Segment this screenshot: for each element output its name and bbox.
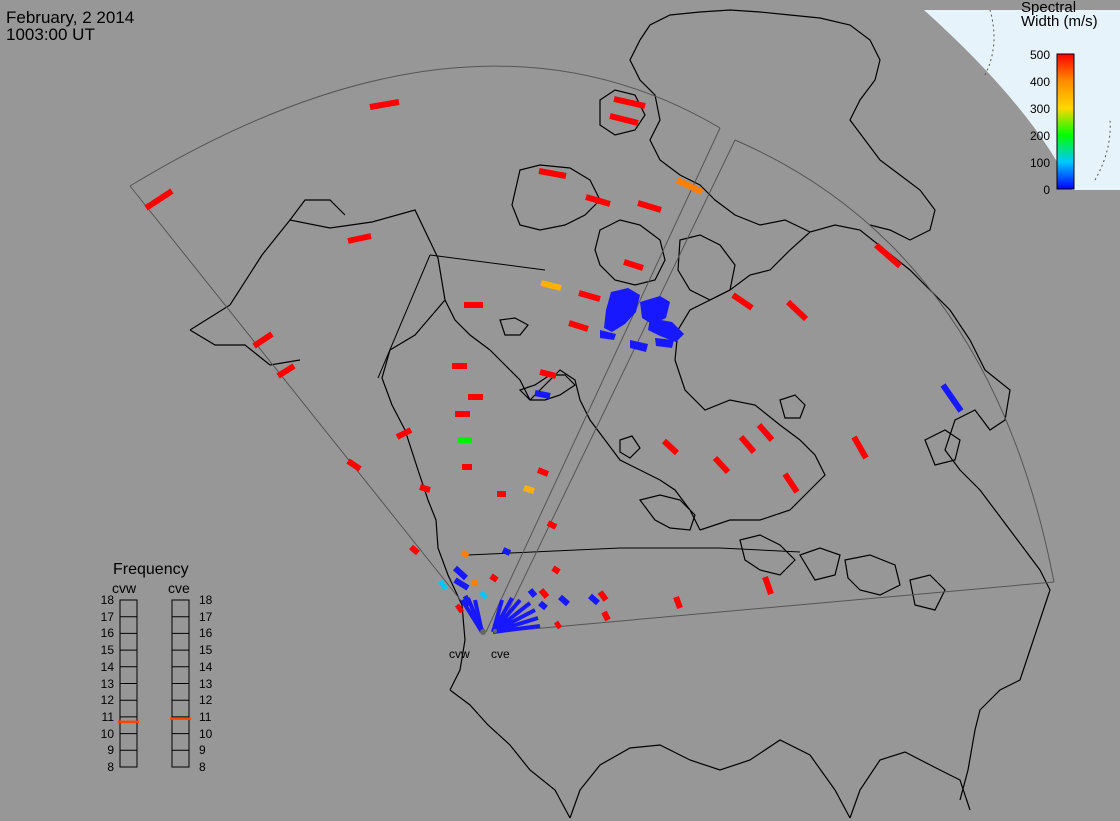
terminator-arc-2 xyxy=(1094,119,1111,181)
terminator-arc xyxy=(984,9,995,76)
frequency-tick-label-left: 8 xyxy=(107,760,114,774)
colorbar-tick-label: 100 xyxy=(1029,156,1050,170)
frequency-tick-label-right: 18 xyxy=(199,593,213,607)
frequency-tick-label-right: 9 xyxy=(199,743,206,758)
frequency-radar-cvw: cvw xyxy=(112,580,137,596)
frequency-tick-label-left: 12 xyxy=(100,693,114,708)
frequency-tick-label-right: 16 xyxy=(199,626,213,641)
frequency-tick-label-right: 13 xyxy=(199,676,213,691)
echo-cells xyxy=(144,96,964,630)
frequency-tick-label-right: 17 xyxy=(199,609,213,624)
colorbar-title: Spectral xyxy=(1021,0,1077,16)
strong-echo-region xyxy=(600,288,684,352)
borders xyxy=(377,254,801,556)
radar-fan-cve xyxy=(491,597,541,634)
colorbar-tick-label: 300 xyxy=(1029,102,1050,116)
fov-outlines xyxy=(129,65,1055,633)
frequency-tick-label-left: 18 xyxy=(100,593,114,607)
frequency-tick-label-left: 17 xyxy=(100,609,114,624)
frequency-radar-cve: cve xyxy=(168,580,190,596)
coastlines xyxy=(189,9,1051,819)
colorbar-tick-label: 200 xyxy=(1029,129,1050,143)
frequency-tick-label-left: 10 xyxy=(100,726,114,741)
frequency-tick-label-left: 16 xyxy=(100,626,114,641)
frequency-tick-label-left: 13 xyxy=(100,676,114,691)
frequency-tick-label-left: 14 xyxy=(100,659,114,674)
colorbar-tick-label: 500 xyxy=(1029,48,1050,62)
colorbar-tick-label: 400 xyxy=(1029,75,1050,89)
radar-site-marker xyxy=(480,629,486,635)
radar-site-marker xyxy=(493,629,497,633)
frequency-tick-label-left: 9 xyxy=(107,743,114,758)
frequency-tick-label-left: 15 xyxy=(100,643,114,658)
colorbar-gradient xyxy=(1056,53,1075,190)
frequency-title: Frequency xyxy=(113,561,189,578)
frequency-tick-label-right: 14 xyxy=(199,659,213,674)
map-time: 1003:00 UT xyxy=(6,25,95,44)
map-date: February, 2 2014 xyxy=(6,8,135,27)
frequency-tick-label-right: 15 xyxy=(199,643,213,658)
colorbar-tick-label: 0 xyxy=(1043,183,1050,197)
frequency-tick-label-right: 12 xyxy=(199,693,213,708)
radar-label-cvw: cvw xyxy=(449,647,470,661)
frequency-tick-label-left: 11 xyxy=(101,709,114,724)
frequency-gauges xyxy=(118,599,191,768)
frequency-tick-label-right: 10 xyxy=(199,726,213,741)
colorbar-units: Width (m/s) xyxy=(1021,13,1098,30)
radar-fan-cvw xyxy=(460,597,484,634)
frequency-tick-label-right: 8 xyxy=(199,760,206,774)
radar-label-cve: cve xyxy=(491,647,510,661)
frequency-tick-label-right: 11 xyxy=(199,709,212,724)
